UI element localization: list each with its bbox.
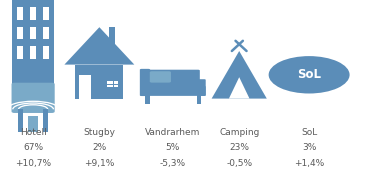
Text: Stugby: Stugby	[84, 128, 115, 137]
Text: -5,3%: -5,3%	[160, 159, 186, 168]
Text: +1,4%: +1,4%	[294, 159, 324, 168]
FancyBboxPatch shape	[17, 46, 24, 59]
FancyBboxPatch shape	[43, 27, 49, 39]
FancyBboxPatch shape	[198, 79, 206, 96]
Text: 23%: 23%	[229, 143, 249, 152]
FancyBboxPatch shape	[43, 109, 48, 132]
FancyBboxPatch shape	[28, 116, 38, 132]
FancyBboxPatch shape	[43, 46, 49, 59]
FancyBboxPatch shape	[11, 83, 55, 113]
Text: Vandrarhem: Vandrarhem	[145, 128, 201, 137]
FancyBboxPatch shape	[75, 65, 123, 99]
Text: 5%: 5%	[166, 143, 180, 152]
FancyBboxPatch shape	[30, 46, 36, 59]
FancyBboxPatch shape	[140, 69, 150, 96]
Text: Camping: Camping	[219, 128, 259, 137]
FancyBboxPatch shape	[18, 109, 23, 132]
FancyBboxPatch shape	[148, 70, 200, 88]
Text: SoL: SoL	[301, 128, 317, 137]
FancyBboxPatch shape	[140, 86, 206, 96]
Text: +9,1%: +9,1%	[84, 159, 114, 168]
Text: 3%: 3%	[302, 143, 316, 152]
Text: SoL: SoL	[297, 68, 321, 81]
FancyBboxPatch shape	[17, 7, 24, 20]
Text: Hotell: Hotell	[20, 128, 46, 137]
FancyBboxPatch shape	[30, 7, 36, 20]
FancyBboxPatch shape	[17, 27, 24, 39]
Text: 67%: 67%	[23, 143, 43, 152]
FancyBboxPatch shape	[12, 0, 54, 109]
Text: -0,5%: -0,5%	[226, 159, 252, 168]
Circle shape	[269, 56, 350, 94]
Text: +10,7%: +10,7%	[15, 159, 51, 168]
FancyBboxPatch shape	[79, 75, 91, 99]
FancyBboxPatch shape	[197, 94, 201, 104]
Polygon shape	[212, 51, 267, 99]
Polygon shape	[229, 77, 250, 99]
FancyBboxPatch shape	[145, 94, 150, 104]
FancyBboxPatch shape	[109, 27, 115, 44]
Polygon shape	[64, 27, 134, 65]
FancyBboxPatch shape	[107, 81, 118, 87]
FancyBboxPatch shape	[150, 71, 171, 83]
FancyBboxPatch shape	[30, 27, 36, 39]
FancyBboxPatch shape	[43, 7, 49, 20]
Text: 2%: 2%	[92, 143, 106, 152]
